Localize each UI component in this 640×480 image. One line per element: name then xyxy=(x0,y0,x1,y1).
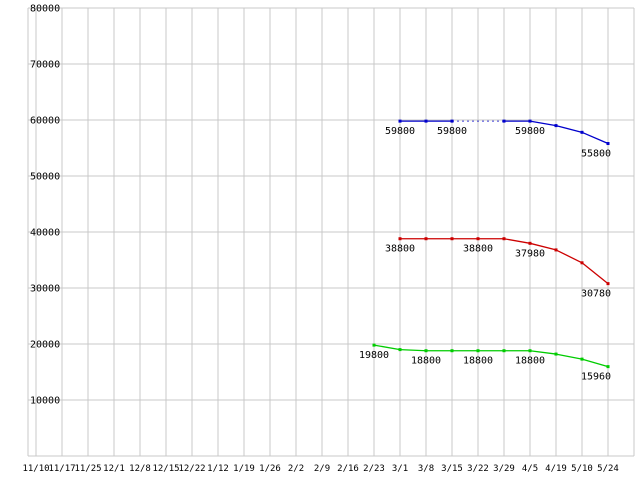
x-tick-label: 12/22 xyxy=(178,464,205,474)
x-tick-label: 4/5 xyxy=(522,464,538,474)
point-value-label: 18800 xyxy=(463,356,493,367)
series-red-segment xyxy=(581,262,609,285)
series-blue-segment xyxy=(529,120,557,127)
series-green-point-marker xyxy=(450,349,454,353)
x-tick-label: 2/16 xyxy=(337,464,359,474)
series-red-point-marker xyxy=(528,241,532,245)
series-green-segment xyxy=(399,348,427,352)
series-red-point-marker xyxy=(450,237,454,241)
x-tick-label: 3/29 xyxy=(493,464,515,474)
point-value-label: 19800 xyxy=(359,350,389,361)
x-tick-label: 2/9 xyxy=(314,464,330,474)
x-tick-label: 3/22 xyxy=(467,464,489,474)
x-tick-label: 11/17 xyxy=(48,464,75,474)
series-green-point-marker xyxy=(476,349,480,353)
series-green-segment xyxy=(555,353,583,360)
series-red-point-marker xyxy=(580,261,584,265)
point-value-label: 30780 xyxy=(581,289,611,300)
series-green-point-marker xyxy=(606,365,610,369)
series-green-point-marker xyxy=(554,352,558,356)
series-blue-segment xyxy=(581,131,609,145)
series-green-point-marker xyxy=(528,349,532,353)
series-red-segment xyxy=(529,242,557,251)
point-value-label: 55800 xyxy=(581,149,611,160)
y-tick-label: 10000 xyxy=(30,396,60,407)
series-blue-point-marker xyxy=(528,119,532,123)
series-green-point-marker xyxy=(372,343,376,347)
series-red-point-marker xyxy=(502,237,506,241)
x-tick-label: 2/23 xyxy=(363,464,385,474)
series-blue-point-marker xyxy=(606,142,610,146)
series-blue-point-marker xyxy=(502,119,506,123)
y-tick-label: 20000 xyxy=(30,340,60,351)
point-value-label: 15960 xyxy=(581,372,611,383)
series-blue-point-marker xyxy=(554,124,558,128)
x-tick-label: 12/15 xyxy=(152,464,179,474)
y-tick-label: 60000 xyxy=(30,116,60,127)
series-blue-point-marker xyxy=(450,119,454,123)
x-tick-label: 12/1 xyxy=(103,464,125,474)
x-tick-label: 11/10 xyxy=(22,464,49,474)
point-value-label: 37980 xyxy=(515,248,545,259)
series-red-point-marker xyxy=(476,237,480,241)
x-tick-label: 3/15 xyxy=(441,464,463,474)
y-tick-label: 70000 xyxy=(30,60,60,71)
series-blue-point-marker xyxy=(398,119,402,123)
series-red-segment xyxy=(503,238,531,244)
y-tick-label: 40000 xyxy=(30,228,60,239)
series-green-segment xyxy=(373,344,401,351)
series-green-point-marker xyxy=(580,357,584,361)
x-tick-label: 12/8 xyxy=(129,464,151,474)
x-tick-label: 5/24 xyxy=(597,464,619,474)
x-tick-label: 1/12 xyxy=(207,464,229,474)
series-green-segment xyxy=(581,358,609,368)
x-tick-label: 1/19 xyxy=(233,464,255,474)
series-red-segment xyxy=(555,249,583,264)
y-tick-label: 30000 xyxy=(30,284,60,295)
point-value-label: 18800 xyxy=(411,356,441,367)
point-value-label: 38800 xyxy=(385,244,415,255)
series-red-point-marker xyxy=(424,237,428,241)
y-tick-label: 80000 xyxy=(30,4,60,15)
series-red-point-marker xyxy=(606,282,610,286)
x-tick-label: 5/10 xyxy=(571,464,593,474)
x-tick-label: 3/8 xyxy=(418,464,434,474)
point-value-label: 38800 xyxy=(463,244,493,255)
series-blue-point-marker xyxy=(424,119,428,123)
x-tick-label: 3/1 xyxy=(392,464,408,474)
point-value-label: 59800 xyxy=(515,126,545,137)
series-blue-segment xyxy=(555,124,583,133)
series-red-point-marker xyxy=(554,248,558,252)
point-value-label: 59800 xyxy=(385,126,415,137)
point-value-label: 18800 xyxy=(515,356,545,367)
series-blue-point-marker xyxy=(580,130,584,134)
x-tick-label: 4/19 xyxy=(545,464,567,474)
series-green-segment xyxy=(529,350,557,355)
point-value-label: 59800 xyxy=(437,126,467,137)
x-tick-label: 11/25 xyxy=(74,464,101,474)
series-green-point-marker xyxy=(502,349,506,353)
series-red-point-marker xyxy=(398,237,402,241)
series-green-point-marker xyxy=(424,349,428,353)
y-tick-label: 50000 xyxy=(30,172,60,183)
x-tick-label: 2/2 xyxy=(288,464,304,474)
x-tick-label: 1/26 xyxy=(259,464,281,474)
series-green-point-marker xyxy=(398,348,402,352)
